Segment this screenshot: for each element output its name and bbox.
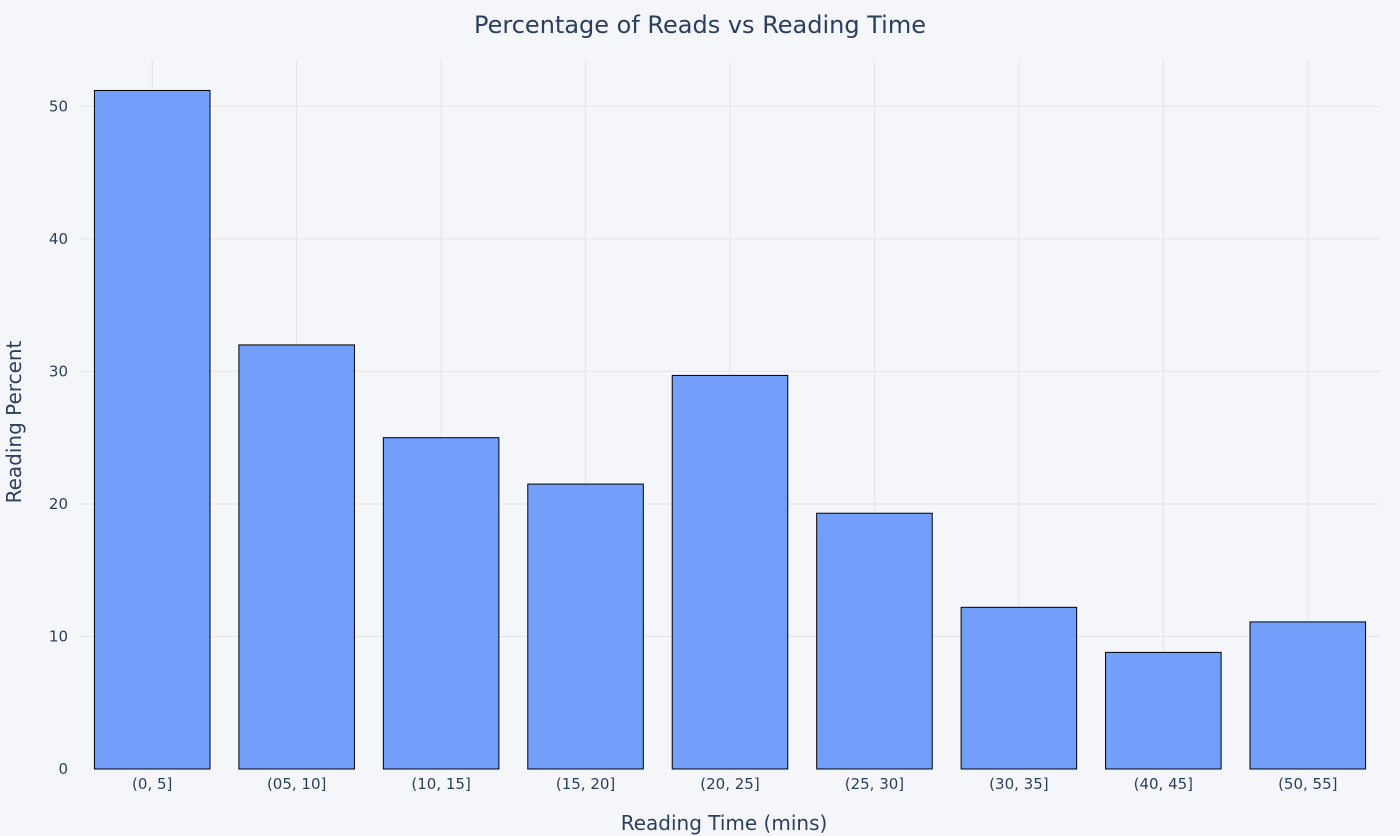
x-tick-label: (25, 30] bbox=[845, 775, 904, 793]
bar bbox=[93, 89, 211, 770]
y-tick-label: 20 bbox=[49, 495, 68, 513]
x-tick-label: (20, 25] bbox=[700, 775, 759, 793]
y-tick-label: 30 bbox=[49, 362, 68, 380]
y-tick-label: 40 bbox=[49, 230, 68, 248]
y-tick-label: 50 bbox=[49, 97, 68, 115]
x-tick-label: (30, 35] bbox=[989, 775, 1048, 793]
y-axis-title: Reading Percent bbox=[2, 340, 26, 504]
bar bbox=[816, 512, 933, 770]
x-tick-label: (0, 5] bbox=[132, 775, 172, 793]
x-tick-label: (50, 55] bbox=[1278, 775, 1337, 793]
x-tick-label: (40, 45] bbox=[1134, 775, 1193, 793]
bar bbox=[527, 483, 644, 770]
bar bbox=[671, 374, 789, 770]
chart-title: Percentage of Reads vs Reading Time bbox=[474, 11, 926, 39]
x-tick-label: (10, 15] bbox=[411, 775, 470, 793]
bar bbox=[1105, 651, 1222, 770]
y-tick-label: 10 bbox=[49, 627, 68, 645]
x-axis-title: Reading Time (mins) bbox=[620, 811, 828, 835]
bar bbox=[1249, 621, 1367, 770]
bar bbox=[382, 437, 500, 770]
x-tick-label: (15, 20] bbox=[556, 775, 615, 793]
bar bbox=[238, 344, 355, 770]
bar bbox=[960, 606, 1078, 770]
x-tick-label: (05, 10] bbox=[267, 775, 326, 793]
y-tick-label: 0 bbox=[58, 760, 68, 778]
